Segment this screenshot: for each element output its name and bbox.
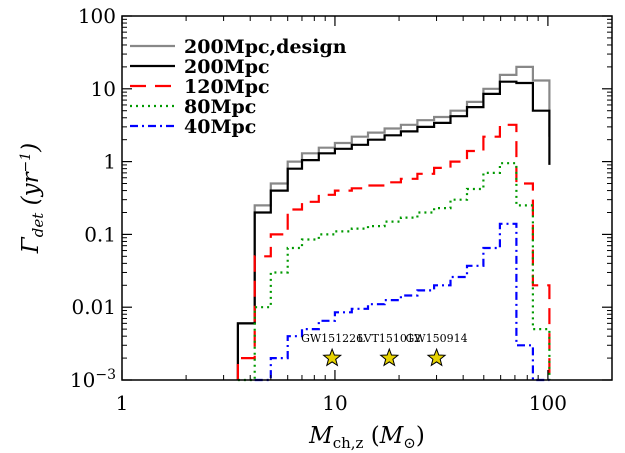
y-tick-label: 1: [103, 150, 116, 174]
star-label-gw151226: GW151226: [301, 332, 363, 345]
legend-label: 80Mpc: [184, 96, 256, 118]
plot-frame: [121, 15, 613, 381]
star-label-gw150914: GW150914: [406, 332, 468, 345]
y-label-main: Γ: [18, 236, 44, 254]
y-axis-label: Γdet (yr−1): [18, 143, 47, 254]
x-label-main: M: [308, 423, 334, 449]
y-tick-label: 0.01: [71, 295, 116, 319]
legend-label: 200Mpc: [184, 56, 270, 78]
ticks-layer: 1 10 100 10−3 0.01 0.1 1 10 100: [70, 4, 612, 415]
x-axis-label: Mch,z (M⊙): [308, 423, 425, 452]
x-label-paren-open: (: [363, 423, 379, 449]
x-label-unit-sub: ⊙: [403, 434, 416, 452]
series-line-80mpc: [237, 162, 551, 382]
x-tick-label-1: 1: [116, 391, 129, 415]
series-line-40mpc: [254, 222, 550, 382]
star-marker-gw150914: [426, 347, 447, 367]
x-tick-label-100: 100: [529, 391, 567, 415]
series-line-200mpc: [236, 80, 551, 380]
legend-label: 40Mpc: [184, 116, 256, 138]
x-label-paren-close: ): [416, 423, 425, 449]
series-layer: [236, 65, 551, 382]
star-marker-lvt151012: [379, 347, 400, 367]
y-label-unit: (yr: [18, 170, 44, 212]
y-label-unit-sup: −1: [18, 152, 34, 173]
x-label-sub: ch,z: [333, 434, 364, 452]
series-line-120mpc: [236, 123, 551, 380]
x-label-unit-main: M: [379, 423, 405, 449]
y-tick-label: 10−3: [70, 367, 116, 392]
y-tick-label: 100: [78, 4, 116, 28]
star-marker-gw151226: [322, 347, 343, 367]
legend-label: 120Mpc: [184, 76, 270, 98]
y-tick-label: 0.1: [84, 222, 116, 246]
star-label-lvt151012: LVT151012: [358, 332, 421, 345]
x-tick-label-10: 10: [322, 391, 347, 415]
y-label-sub: det: [29, 212, 47, 237]
y-label-close: ): [18, 143, 44, 153]
y-tick-label: 10: [91, 77, 116, 101]
legend-label: 200Mpc,design: [184, 36, 347, 58]
